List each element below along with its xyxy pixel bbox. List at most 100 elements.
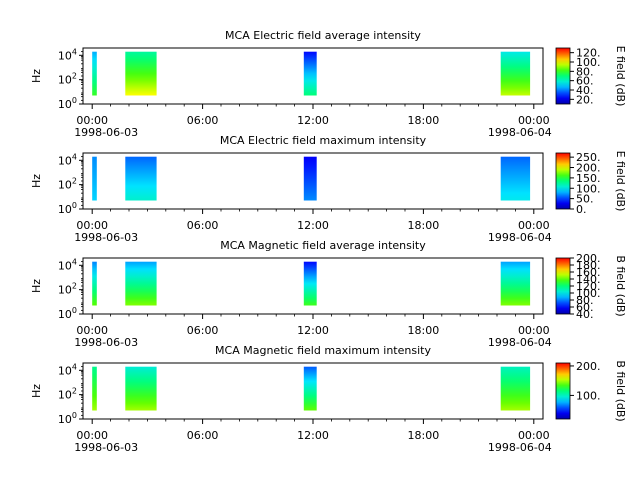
colorbar-tick-label: 200. <box>576 252 601 265</box>
y-tick-label: 104 <box>58 47 77 62</box>
spectrogram-segment <box>500 366 531 411</box>
spectrogram-segment <box>303 366 317 411</box>
colorbar-label: B field (dB) <box>614 360 627 421</box>
spectrogram-segment <box>125 261 157 306</box>
colorbar-tick-label: 160. <box>576 266 601 279</box>
y-tick-label: 102 <box>58 282 77 297</box>
spectrogram-segment <box>92 261 97 306</box>
spectrogram-segment <box>303 51 317 96</box>
colorbar-tick-label: 150. <box>576 172 601 185</box>
panel-title: MCA Electric field maximum intensity <box>220 134 427 147</box>
colorbar-tick-label: 40. <box>576 84 594 97</box>
colorbar-tick-label: 80. <box>576 65 594 78</box>
y-axis-label: Hz <box>30 69 43 83</box>
x-tick-label: 06:00 <box>187 429 219 442</box>
colorbar-tick-label: 80. <box>576 294 594 307</box>
x-date-label: 1998-06-03 <box>74 441 138 454</box>
y-tick-label: 100 <box>58 96 77 111</box>
x-tick-label: 18:00 <box>408 429 440 442</box>
spectrogram-segment <box>125 366 157 411</box>
x-tick-label: 18:00 <box>408 114 440 127</box>
x-tick-label: 12:00 <box>297 219 329 232</box>
y-tick-label: 104 <box>58 152 77 167</box>
x-tick-label: 12:00 <box>297 114 329 127</box>
colorbar-tick-label: 180. <box>576 259 601 272</box>
colorbar-tick-label: 120. <box>576 47 601 60</box>
colorbar-tick-label: 100. <box>576 287 601 300</box>
x-tick-label: 06:00 <box>187 324 219 337</box>
spectrogram-segment <box>500 261 531 306</box>
panel-1: MCA Electric field average intensity 100 1… <box>30 29 627 139</box>
y-tick-label: 100 <box>58 306 77 321</box>
x-date-label: 1998-06-04 <box>488 126 552 139</box>
colorbar-tick-label: 20. <box>576 93 594 106</box>
colorbar-tick-label: 140. <box>576 273 601 286</box>
colorbar-tick-label: 60. <box>576 75 594 88</box>
panel-2: MCA Electric field maximum intensity 100 1… <box>30 134 627 244</box>
x-tick-label: 06:00 <box>187 219 219 232</box>
colorbar-tick-label: 200. <box>576 360 601 373</box>
x-tick-label: 00:00 <box>518 429 550 442</box>
spectrogram-segment <box>500 156 531 201</box>
x-tick-label: 00:00 <box>76 219 108 232</box>
x-tick-label: 18:00 <box>408 324 440 337</box>
spectrogram-segment <box>125 51 157 96</box>
x-tick-label: 00:00 <box>518 219 550 232</box>
spectrogram-segment <box>303 261 317 306</box>
y-tick-label: 102 <box>58 387 77 402</box>
spectrogram-segment <box>92 51 97 96</box>
colorbar-tick-label: 40. <box>576 308 594 321</box>
colorbar-tick-label: 100. <box>576 182 601 195</box>
x-date-label: 1998-06-03 <box>74 336 138 349</box>
colorbar-tick-label: 0. <box>576 203 587 216</box>
x-tick-label: 00:00 <box>518 114 550 127</box>
colorbar <box>555 362 571 420</box>
x-tick-label: 00:00 <box>518 324 550 337</box>
panel-3: MCA Magnetic field average intensity 100 1… <box>30 239 627 349</box>
y-axis-label: Hz <box>30 174 43 188</box>
y-tick-label: 102 <box>58 177 77 192</box>
x-date-label: 1998-06-04 <box>488 336 552 349</box>
colorbar-tick-label: 200. <box>576 162 601 175</box>
x-tick-label: 00:00 <box>76 429 108 442</box>
colorbar-label: E field (dB) <box>614 46 627 107</box>
colorbar-label: B field (dB) <box>614 255 627 316</box>
colorbar-tick-label: 60. <box>576 301 594 314</box>
spectrogram-segment <box>92 366 97 411</box>
colorbar <box>555 47 571 105</box>
y-axis-label: Hz <box>30 279 43 293</box>
panel-title: MCA Electric field average intensity <box>225 29 421 42</box>
y-tick-label: 104 <box>58 257 77 272</box>
colorbar-tick-label: 120. <box>576 280 601 293</box>
x-tick-label: 00:00 <box>76 114 108 127</box>
x-tick-label: 12:00 <box>297 324 329 337</box>
colorbar-tick-label: 50. <box>576 193 594 206</box>
panel-4: MCA Magnetic field maximum intensity 100 1… <box>30 344 627 454</box>
x-tick-label: 00:00 <box>76 324 108 337</box>
y-tick-label: 100 <box>58 411 77 426</box>
colorbar <box>555 257 571 315</box>
colorbar <box>555 152 571 210</box>
colorbar-tick-label: 250. <box>576 151 601 164</box>
y-tick-label: 104 <box>58 362 77 377</box>
x-date-label: 1998-06-03 <box>74 231 138 244</box>
spectrogram-segment <box>92 156 97 201</box>
x-tick-label: 12:00 <box>297 429 329 442</box>
x-date-label: 1998-06-04 <box>488 441 552 454</box>
y-axis-label: Hz <box>30 384 43 398</box>
panel-title: MCA Magnetic field average intensity <box>220 239 426 252</box>
y-tick-label: 102 <box>58 72 77 87</box>
colorbar-tick-label: 100. <box>576 56 601 69</box>
x-tick-label: 18:00 <box>408 219 440 232</box>
x-tick-label: 06:00 <box>187 114 219 127</box>
spectrogram-segment <box>125 156 157 201</box>
spectrogram-segment <box>500 51 531 96</box>
colorbar-label: E field (dB) <box>614 151 627 212</box>
x-date-label: 1998-06-04 <box>488 231 552 244</box>
x-date-label: 1998-06-03 <box>74 126 138 139</box>
spectrogram-segment <box>303 156 317 201</box>
y-tick-label: 100 <box>58 201 77 216</box>
panel-title: MCA Magnetic field maximum intensity <box>215 344 431 357</box>
